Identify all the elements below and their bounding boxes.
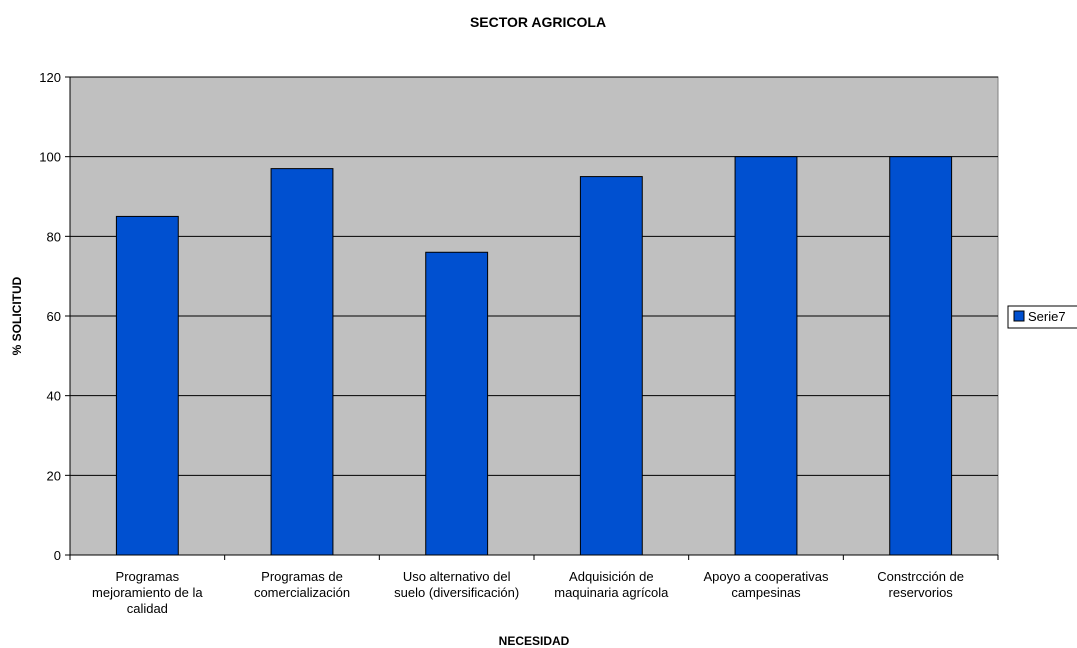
y-axis: 0 20 40 60 80 100 120 — [39, 70, 71, 563]
legend-label: Serie7 — [1028, 309, 1066, 324]
y-tick-label: 60 — [47, 309, 61, 324]
x-category-label: Programas de — [261, 569, 343, 584]
y-tick-label: 120 — [39, 70, 61, 85]
y-axis-title: % SOLICITUD — [10, 276, 24, 355]
y-tick-label: 0 — [54, 548, 61, 563]
bars — [115, 156, 953, 556]
y-tick-label: 80 — [47, 229, 61, 244]
y-tick-label: 100 — [39, 150, 61, 165]
x-axis-title: NECESIDAD — [499, 634, 570, 648]
legend: Serie7 — [1007, 305, 1077, 329]
chart-title: SECTOR AGRICOLA — [470, 14, 606, 30]
x-category-label: Apoyo a cooperativas — [703, 569, 829, 584]
bar — [425, 251, 489, 556]
x-category-label: reservorios — [889, 585, 954, 600]
y-tick-label: 40 — [47, 389, 61, 404]
x-category-label: maquinaria agrícola — [554, 585, 669, 600]
legend-box — [1007, 305, 1077, 329]
gridlines — [70, 76, 998, 476]
bar — [115, 215, 179, 556]
x-category-label: mejoramiento de la — [92, 585, 203, 600]
bar — [734, 156, 798, 556]
bar — [579, 176, 643, 556]
x-category-label: comercialización — [254, 585, 350, 600]
y-tick-label: 20 — [47, 468, 61, 483]
x-category-label: Uso alternativo del — [403, 569, 511, 584]
x-category-label: Adquisición de — [569, 569, 654, 584]
x-category-label: calidad — [127, 601, 168, 616]
legend-swatch — [1013, 310, 1025, 322]
x-category-label: Programas — [116, 569, 180, 584]
bar — [889, 156, 953, 556]
x-category-label: campesinas — [731, 585, 801, 600]
x-category-label: Constrcción de — [877, 569, 964, 584]
x-category-label: suelo (diversificación) — [394, 585, 519, 600]
bar — [270, 168, 334, 556]
